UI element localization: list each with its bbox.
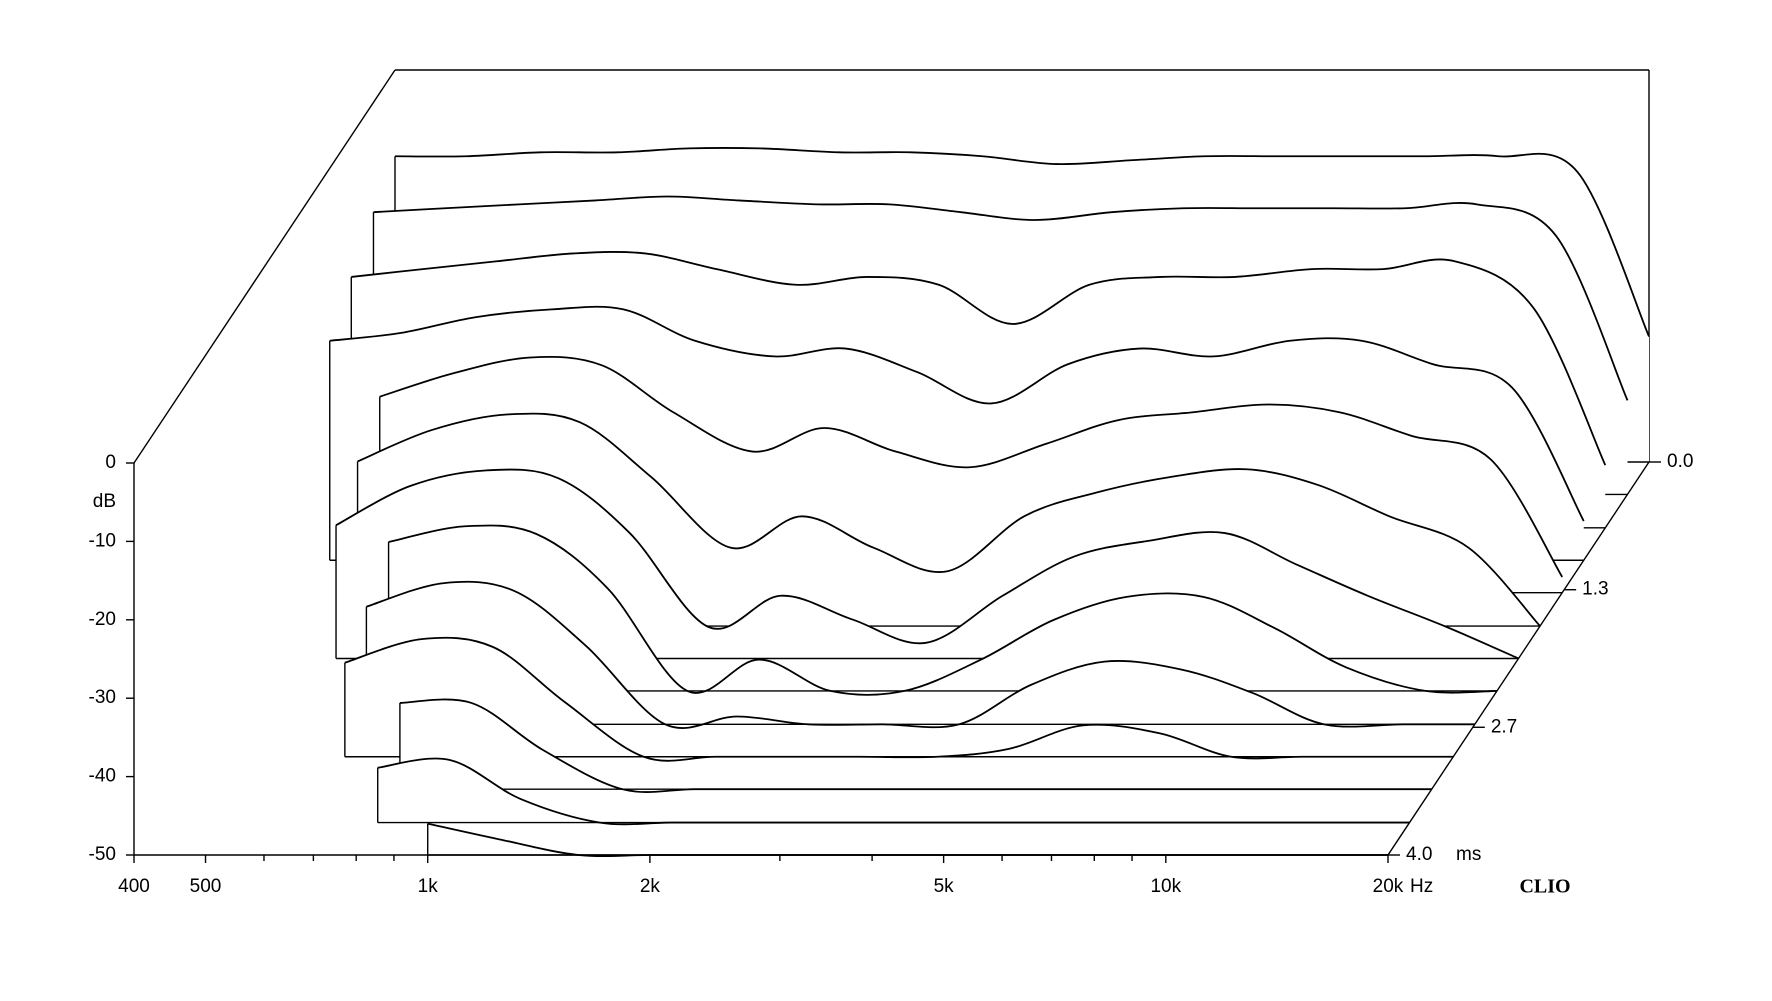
slice-curve (377, 757, 1410, 826)
z-tick-label: 2.7 (1491, 716, 1517, 737)
y-tick-label: 0 (105, 452, 116, 473)
y-axis-label: dB (93, 491, 116, 512)
slice-fill (366, 581, 1475, 729)
y-tick-label: -30 (89, 687, 116, 708)
x-tick-label: 5k (934, 876, 955, 897)
x-tick-label: 400 (118, 876, 150, 897)
slice-fill (399, 699, 1432, 793)
y-tick-label: -20 (89, 609, 116, 630)
slice-curve (427, 822, 1388, 858)
slice-curve (357, 412, 1541, 627)
x-tick-label: 1k (418, 876, 439, 897)
slice-curve (373, 195, 1629, 401)
z-tick-label: 1.3 (1582, 579, 1608, 600)
slice-curve (379, 355, 1563, 578)
slice-curve (351, 251, 1607, 466)
slice-curve (329, 305, 1585, 522)
y-tick-label: -50 (89, 844, 116, 865)
slice-curve (399, 698, 1432, 793)
z-axis (1387, 461, 1650, 856)
z-tick-label: 4.0 (1406, 844, 1432, 865)
slice-fill (377, 758, 1410, 825)
slice-fill (388, 525, 1497, 695)
slice-curve (344, 636, 1454, 762)
slice-curve (335, 468, 1519, 660)
frame-left-diagonal (133, 69, 396, 464)
slice-curve (366, 580, 1475, 729)
z-axis-unit: ms (1456, 844, 1481, 865)
y-tick-label: -40 (89, 766, 116, 787)
slice-curve (388, 524, 1497, 696)
slice-curve (394, 147, 1650, 337)
slice-fill (427, 823, 1388, 857)
x-tick-label: 10k (1150, 876, 1181, 897)
x-tick-label: 500 (190, 876, 222, 897)
x-tick-label: 20k (1373, 876, 1404, 897)
z-tick-label: 0.0 (1667, 451, 1693, 472)
x-tick-label: 2k (640, 876, 661, 897)
brand: CLIO (1519, 876, 1570, 898)
x-axis-unit: Hz (1410, 876, 1433, 897)
y-tick-label: -10 (89, 530, 116, 551)
